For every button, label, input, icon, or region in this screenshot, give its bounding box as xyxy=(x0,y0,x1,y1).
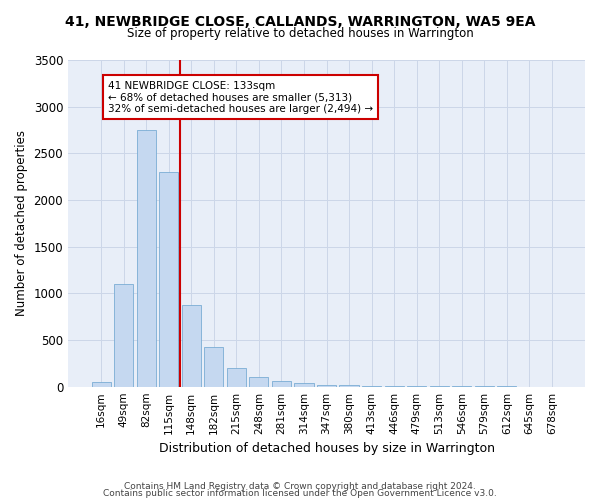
Text: Size of property relative to detached houses in Warrington: Size of property relative to detached ho… xyxy=(127,28,473,40)
Bar xyxy=(182,304,201,386)
X-axis label: Distribution of detached houses by size in Warrington: Distribution of detached houses by size … xyxy=(158,442,494,455)
Text: Contains public sector information licensed under the Open Government Licence v3: Contains public sector information licen… xyxy=(103,490,497,498)
Y-axis label: Number of detached properties: Number of detached properties xyxy=(15,130,28,316)
Bar xyxy=(159,172,178,386)
Bar xyxy=(92,382,110,386)
Bar xyxy=(114,284,133,386)
Text: 41, NEWBRIDGE CLOSE, CALLANDS, WARRINGTON, WA5 9EA: 41, NEWBRIDGE CLOSE, CALLANDS, WARRINGTO… xyxy=(65,15,535,29)
Bar xyxy=(204,348,223,387)
Bar xyxy=(137,130,156,386)
Bar xyxy=(317,385,336,386)
Bar xyxy=(227,368,246,386)
Bar xyxy=(295,383,314,386)
Text: 41 NEWBRIDGE CLOSE: 133sqm
← 68% of detached houses are smaller (5,313)
32% of s: 41 NEWBRIDGE CLOSE: 133sqm ← 68% of deta… xyxy=(108,80,373,114)
Bar xyxy=(250,378,268,386)
Text: Contains HM Land Registry data © Crown copyright and database right 2024.: Contains HM Land Registry data © Crown c… xyxy=(124,482,476,491)
Bar xyxy=(272,381,291,386)
